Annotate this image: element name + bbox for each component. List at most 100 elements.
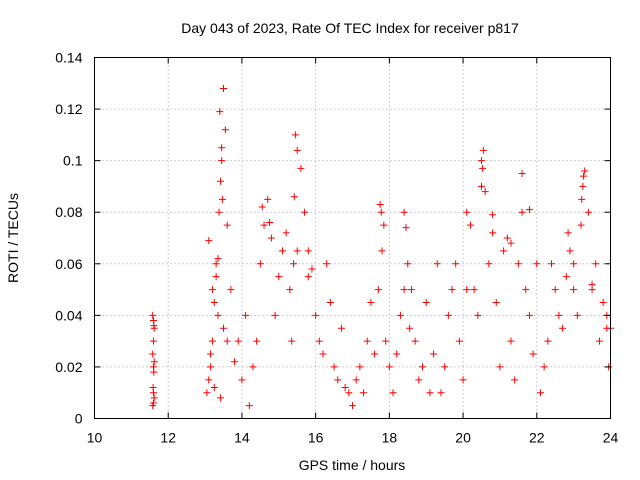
data-point bbox=[330, 363, 338, 371]
data-point bbox=[215, 208, 223, 216]
x-tick-label: 14 bbox=[234, 430, 250, 446]
data-point bbox=[150, 394, 158, 402]
data-point bbox=[245, 402, 253, 410]
data-point bbox=[293, 146, 301, 154]
data-point bbox=[150, 322, 158, 330]
data-point bbox=[267, 234, 275, 242]
data-point bbox=[507, 337, 515, 345]
y-axis-title: ROTI / TECUs bbox=[5, 193, 21, 283]
data-point bbox=[349, 402, 356, 410]
data-point bbox=[573, 311, 581, 319]
data-point bbox=[564, 229, 572, 237]
data-point bbox=[258, 203, 266, 211]
y-tick-label: 0.06 bbox=[55, 256, 82, 272]
data-point bbox=[489, 229, 497, 237]
y-tick-label: 0.08 bbox=[55, 204, 82, 220]
data-point bbox=[374, 286, 382, 294]
data-point bbox=[599, 298, 607, 306]
data-point bbox=[363, 337, 371, 345]
data-point bbox=[525, 206, 533, 214]
data-point bbox=[463, 208, 471, 216]
chart-title: Day 043 of 2023, Rate Of TEC Index for r… bbox=[181, 20, 519, 36]
data-point bbox=[227, 286, 235, 294]
data-point bbox=[218, 157, 226, 165]
data-points bbox=[149, 84, 614, 410]
data-point bbox=[485, 260, 493, 268]
data-point bbox=[150, 368, 158, 376]
data-point bbox=[150, 358, 158, 366]
grid-lines bbox=[94, 57, 611, 419]
data-point bbox=[212, 273, 220, 281]
data-point bbox=[404, 260, 412, 268]
y-tick-label: 0.12 bbox=[55, 101, 82, 117]
data-point bbox=[220, 324, 227, 332]
data-point bbox=[286, 286, 294, 294]
data-point bbox=[223, 337, 231, 345]
data-point bbox=[415, 376, 423, 384]
data-point bbox=[312, 311, 320, 319]
data-point bbox=[382, 337, 390, 345]
data-point bbox=[570, 260, 578, 268]
data-point bbox=[360, 389, 368, 397]
x-tick-labels: 10 12 14 16 18 20 22 24 bbox=[87, 430, 619, 446]
data-point bbox=[288, 337, 296, 345]
data-point bbox=[293, 247, 301, 255]
data-point bbox=[522, 286, 530, 294]
data-point bbox=[275, 273, 283, 281]
data-point bbox=[393, 350, 401, 358]
data-point bbox=[595, 337, 603, 345]
data-point bbox=[422, 298, 430, 306]
data-point bbox=[444, 311, 452, 319]
data-point bbox=[315, 337, 323, 345]
data-point bbox=[551, 286, 559, 294]
data-point bbox=[511, 376, 519, 384]
data-point bbox=[377, 208, 385, 216]
data-point bbox=[503, 234, 511, 242]
data-point bbox=[378, 247, 386, 255]
data-point bbox=[514, 260, 522, 268]
data-point bbox=[437, 389, 445, 397]
data-point bbox=[402, 224, 410, 232]
data-point bbox=[584, 208, 592, 216]
data-point bbox=[290, 193, 298, 201]
data-point bbox=[441, 363, 449, 371]
data-point bbox=[406, 324, 414, 332]
data-point bbox=[389, 389, 397, 397]
data-point bbox=[411, 337, 419, 345]
data-point bbox=[533, 260, 541, 268]
data-point bbox=[319, 350, 327, 358]
x-tick-label: 10 bbox=[87, 430, 103, 446]
data-point bbox=[371, 350, 379, 358]
data-point bbox=[385, 363, 393, 371]
data-point bbox=[217, 394, 225, 402]
y-tick-label: 0 bbox=[75, 411, 83, 427]
data-point bbox=[507, 239, 515, 247]
data-point bbox=[463, 286, 471, 294]
data-point bbox=[345, 389, 353, 397]
data-point bbox=[489, 211, 497, 219]
x-tick-label: 22 bbox=[529, 430, 545, 446]
data-point bbox=[337, 324, 345, 332]
data-point bbox=[308, 265, 316, 273]
x-tick-label: 12 bbox=[160, 430, 176, 446]
data-point bbox=[208, 286, 216, 294]
data-point bbox=[297, 164, 305, 172]
data-point bbox=[492, 298, 500, 306]
data-point bbox=[278, 247, 286, 255]
data-point bbox=[341, 384, 349, 392]
data-point bbox=[217, 177, 225, 185]
data-point bbox=[205, 237, 213, 245]
x-tick-label: 16 bbox=[308, 430, 324, 446]
data-point bbox=[210, 298, 218, 306]
data-point bbox=[352, 376, 360, 384]
data-point bbox=[433, 260, 441, 268]
data-point bbox=[474, 311, 482, 319]
data-point bbox=[271, 311, 279, 319]
tick-marks bbox=[94, 57, 611, 419]
data-point bbox=[525, 311, 533, 319]
data-point bbox=[212, 260, 220, 268]
x-tick-label: 24 bbox=[603, 430, 619, 446]
data-point bbox=[260, 221, 268, 229]
data-point bbox=[559, 324, 567, 332]
data-point bbox=[282, 229, 290, 237]
